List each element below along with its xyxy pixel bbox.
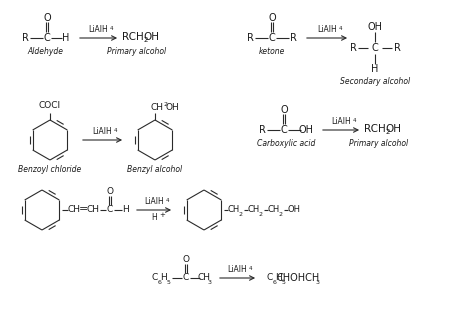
Text: H: H [275, 273, 283, 282]
Text: =: = [79, 204, 89, 214]
Text: OH: OH [299, 125, 313, 135]
Text: RCH: RCH [364, 124, 386, 134]
Text: C: C [44, 33, 50, 43]
Text: CH: CH [268, 205, 280, 215]
Text: H: H [371, 64, 379, 74]
Text: R: R [349, 43, 356, 53]
Text: O: O [280, 105, 288, 115]
Text: LiAlH: LiAlH [331, 117, 351, 127]
Text: C: C [269, 33, 275, 43]
Text: C: C [281, 125, 287, 135]
Text: CH: CH [151, 103, 164, 113]
Text: 2: 2 [239, 211, 243, 217]
Text: R: R [258, 125, 265, 135]
Text: 4: 4 [109, 25, 113, 31]
Text: H: H [151, 212, 157, 222]
Text: COCl: COCl [39, 101, 61, 110]
Text: CH: CH [248, 205, 260, 215]
Text: C: C [107, 205, 113, 215]
Text: CH: CH [86, 205, 100, 215]
Text: Secondary alcohol: Secondary alcohol [340, 77, 410, 86]
Text: Aldehyde: Aldehyde [27, 47, 63, 57]
Text: R: R [393, 43, 401, 53]
Text: Benzyl alcohol: Benzyl alcohol [128, 165, 182, 175]
Text: O: O [107, 186, 113, 196]
Text: LiAlH: LiAlH [88, 25, 108, 34]
Text: O: O [182, 254, 190, 264]
Text: CH: CH [228, 205, 240, 215]
Text: C: C [267, 273, 273, 282]
Text: Primary alcohol: Primary alcohol [349, 140, 409, 149]
Text: LiAlH: LiAlH [317, 25, 337, 34]
Text: OH: OH [367, 22, 383, 32]
Text: C: C [372, 43, 378, 53]
Text: Benzoyl chloride: Benzoyl chloride [18, 165, 82, 175]
Text: LiAlH: LiAlH [144, 197, 164, 206]
Text: C: C [183, 273, 189, 282]
Text: R: R [290, 33, 296, 43]
Text: OH: OH [385, 124, 401, 134]
Text: Carboxylic acid: Carboxylic acid [257, 140, 315, 149]
Text: 4: 4 [165, 197, 169, 203]
Text: RCH: RCH [122, 32, 144, 42]
Text: R: R [21, 33, 28, 43]
Text: H: H [123, 205, 129, 215]
Text: Primary alcohol: Primary alcohol [108, 47, 166, 57]
Text: 6: 6 [157, 280, 162, 285]
Text: OH: OH [143, 32, 159, 42]
Text: 2: 2 [386, 129, 390, 135]
Text: O: O [43, 13, 51, 23]
Text: 6: 6 [273, 280, 276, 285]
Text: R: R [246, 33, 254, 43]
Text: CH: CH [67, 205, 81, 215]
Text: C: C [152, 273, 158, 282]
Text: H: H [161, 273, 167, 282]
Text: 3: 3 [316, 280, 320, 285]
Text: 2: 2 [164, 102, 168, 107]
Text: 5: 5 [282, 280, 285, 285]
Text: CH: CH [198, 273, 210, 282]
Text: LiAlH: LiAlH [92, 128, 112, 136]
Text: 4: 4 [352, 117, 356, 122]
Text: 5: 5 [166, 280, 171, 285]
Text: 2: 2 [144, 37, 148, 43]
Text: OH: OH [165, 103, 179, 113]
Text: H: H [62, 33, 70, 43]
Text: 2: 2 [279, 211, 283, 217]
Text: 3: 3 [208, 280, 212, 285]
Text: 2: 2 [259, 211, 263, 217]
Text: LiAlH: LiAlH [227, 266, 247, 274]
Text: O: O [268, 13, 276, 23]
Text: CHOHCH: CHOHCH [276, 273, 319, 283]
Text: OH: OH [288, 205, 301, 215]
Text: ketone: ketone [259, 47, 285, 57]
Text: +: + [159, 212, 165, 218]
Text: 4: 4 [338, 25, 342, 31]
Text: 4: 4 [248, 266, 252, 271]
Text: 4: 4 [113, 128, 117, 133]
